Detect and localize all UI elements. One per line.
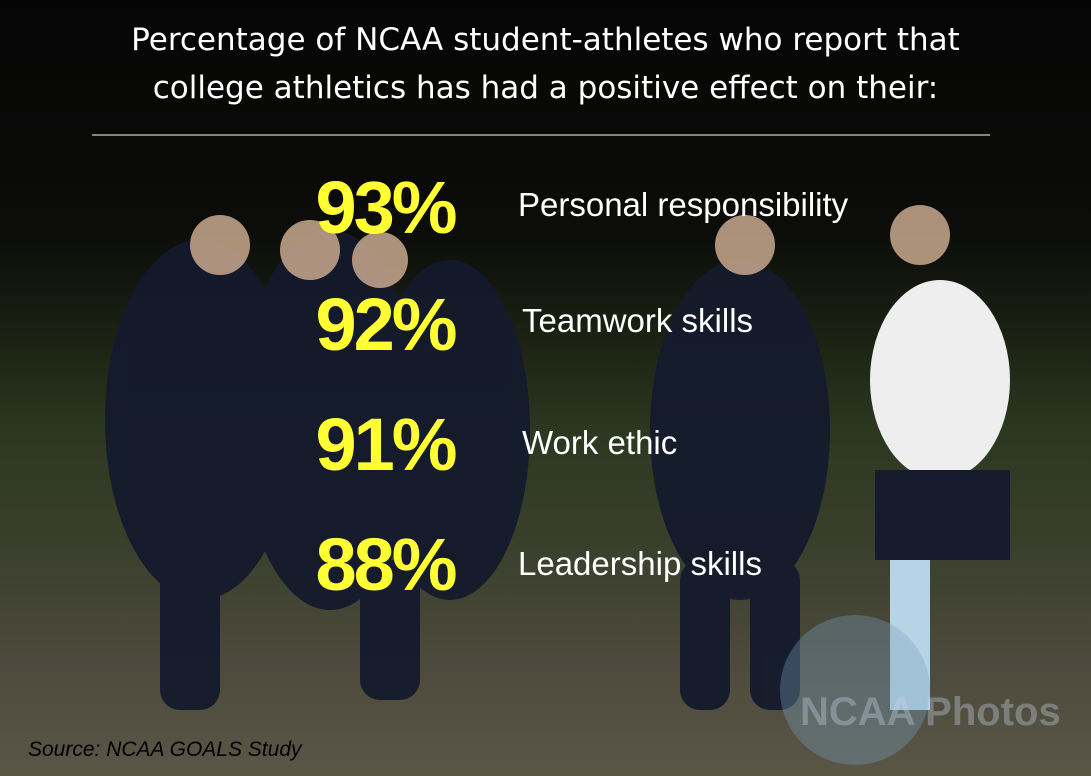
source-note: Source: NCAA GOALS Study (28, 738, 302, 761)
title-line: Percentage of NCAA student-athletes who … (131, 22, 960, 58)
watermark: NCAA Photos (800, 690, 1061, 734)
stat-label: Personal responsibility (518, 186, 849, 223)
title-line: college athletics has had a positive eff… (152, 70, 939, 106)
stat-label: Work ethic (522, 424, 678, 461)
stat-label: Leadership skills (518, 545, 762, 582)
stat-label: Teamwork skills (522, 302, 754, 339)
stat-value: 92% (315, 283, 457, 366)
stat-value: 93% (315, 166, 457, 249)
stat-value: 91% (315, 403, 457, 486)
stat-value: 88% (315, 523, 457, 606)
